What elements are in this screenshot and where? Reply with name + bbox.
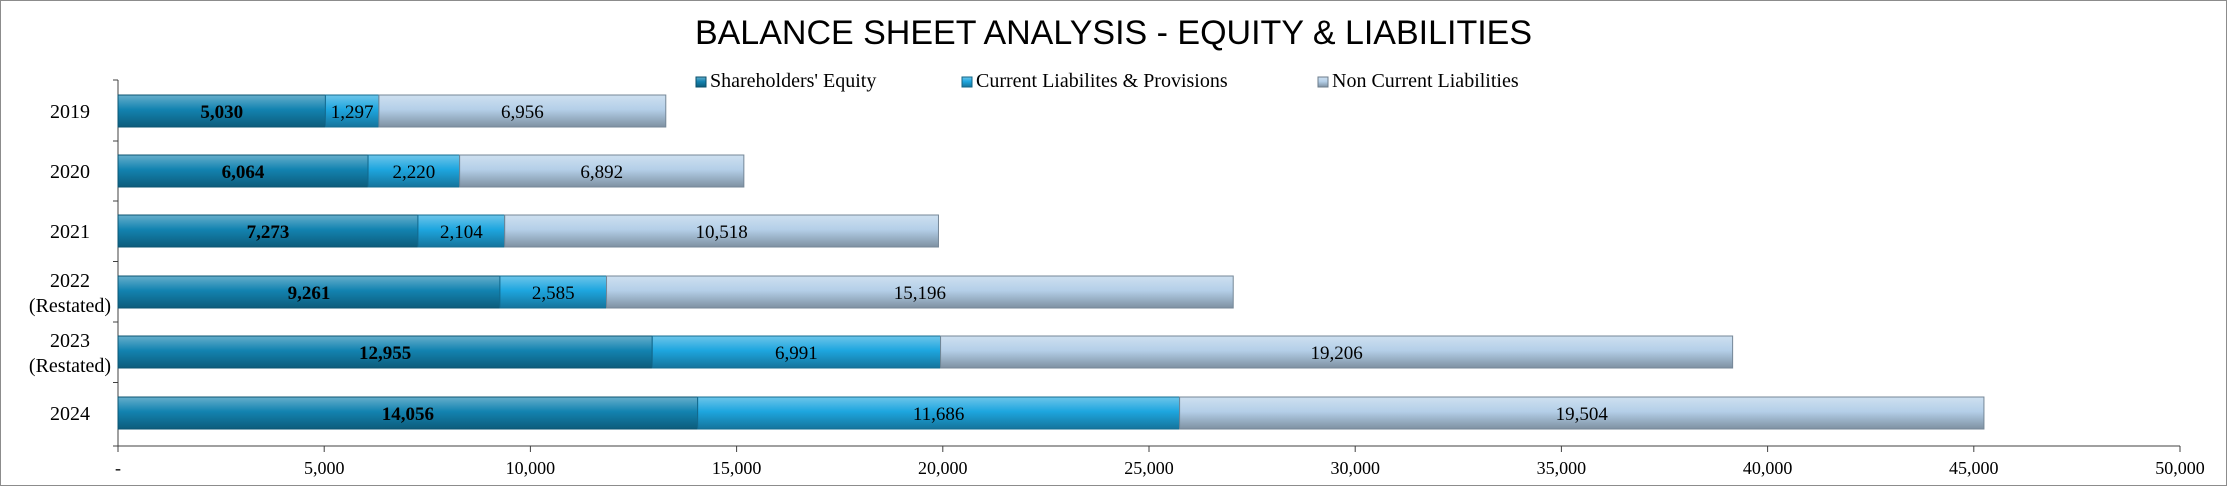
bar-shareholders-equity xyxy=(117,396,699,430)
bar-shareholders-equity xyxy=(117,154,369,188)
legend-entry-label: Non Current Liabilities xyxy=(1332,70,1519,92)
category-label: 2023 (Restated) xyxy=(29,330,111,377)
data-label-shareholders-equity: 6,064 xyxy=(222,162,265,183)
data-label-non-current-liabilities: 19,206 xyxy=(1310,343,1362,364)
x-tick-label: 40,000 xyxy=(1743,458,1793,478)
x-tick-label: 35,000 xyxy=(1537,458,1587,478)
chart-title: BALANCE SHEET ANALYSIS - EQUITY & LIABIL… xyxy=(694,14,1533,52)
bar-non-current-liabilities xyxy=(606,275,1234,309)
x-tick-label: 15,000 xyxy=(712,458,762,478)
x-tick-label: 45,000 xyxy=(1949,458,1999,478)
category-label: 2019 xyxy=(50,101,90,123)
data-label-shareholders-equity: 12,955 xyxy=(359,343,411,364)
x-tick-label: 25,000 xyxy=(1124,458,1174,478)
legend-swatch xyxy=(1317,76,1329,88)
x-tick-label: 50,000 xyxy=(2155,458,2205,478)
bar-non-current-liabilities xyxy=(459,154,745,188)
data-label-current-liabilites-provisions: 11,686 xyxy=(913,404,965,425)
bar-current-liabilites-provisions xyxy=(697,396,1181,430)
bar-shareholders-equity xyxy=(117,94,326,128)
bar-current-liabilites-provisions xyxy=(324,94,380,128)
x-tick-label: 20,000 xyxy=(918,458,968,478)
legend-swatch xyxy=(695,76,707,88)
data-label-non-current-liabilities: 10,518 xyxy=(695,222,747,243)
x-tick-label: - xyxy=(115,458,121,478)
bar-current-liabilites-provisions xyxy=(367,154,461,188)
data-label-non-current-liabilities: 19,504 xyxy=(1556,404,1609,425)
data-label-current-liabilites-provisions: 6,991 xyxy=(775,343,818,364)
x-tick-label: 30,000 xyxy=(1330,458,1380,478)
bar-current-liabilites-provisions xyxy=(651,335,942,369)
legend-swatch xyxy=(961,76,973,88)
bar-shareholders-equity xyxy=(117,214,419,248)
axes: - 5,000 10,000 15,000 20,000 25,000 30,000 35,0… xyxy=(29,79,2205,478)
legend-entry-label: Current Liabilites & Provisions xyxy=(976,70,1228,92)
bar-shareholders-equity xyxy=(117,335,653,369)
category-label: 2024 xyxy=(50,403,90,425)
data-label-non-current-liabilities: 6,892 xyxy=(580,162,623,183)
bar-non-current-liabilities xyxy=(940,335,1734,369)
bar-non-current-liabilities xyxy=(1179,396,1985,430)
data-label-shareholders-equity: 9,261 xyxy=(288,283,331,304)
data-label-current-liabilites-provisions: 2,585 xyxy=(532,283,575,304)
bar-shareholders-equity xyxy=(117,275,501,309)
bar-non-current-liabilities xyxy=(378,94,667,128)
category-label: 2021 xyxy=(50,221,90,243)
data-label-shareholders-equity: 14,056 xyxy=(382,404,434,425)
bar-non-current-liabilities xyxy=(504,214,939,248)
data-label-current-liabilites-provisions: 1,297 xyxy=(331,102,374,123)
data-label-current-liabilites-provisions: 2,220 xyxy=(392,162,435,183)
data-label-shareholders-equity: 5,030 xyxy=(200,102,243,123)
bar-current-liabilites-provisions xyxy=(417,214,506,248)
x-tick-label: 10,000 xyxy=(506,458,556,478)
legend-entry-label: Shareholders' Equity xyxy=(710,70,876,92)
bars: 5,030 1,297 6,956 6,064 2,220 6,892 7,273 2,104… xyxy=(117,94,1985,430)
category-label: 2022 (Restated) xyxy=(29,270,111,317)
data-label-current-liabilites-provisions: 2,104 xyxy=(440,222,483,243)
data-label-non-current-liabilities: 6,956 xyxy=(501,102,544,123)
category-label: 2020 xyxy=(50,161,90,183)
data-label-non-current-liabilities: 15,196 xyxy=(894,283,946,304)
legend: Shareholders' Equity Current Liabilites &… xyxy=(695,70,1519,92)
x-tick-label: 5,000 xyxy=(304,458,345,478)
data-label-shareholders-equity: 7,273 xyxy=(247,222,290,243)
